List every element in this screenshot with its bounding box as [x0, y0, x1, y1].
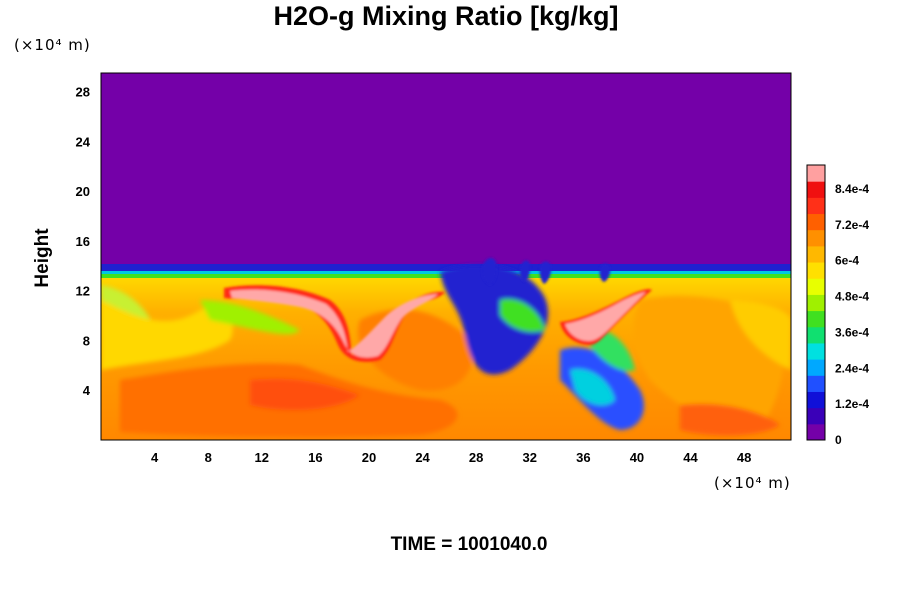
colorbar-swatch	[807, 294, 825, 312]
colorbar-label: 0	[835, 433, 842, 447]
x-tick-label: 16	[308, 450, 322, 465]
colorbar-swatch	[807, 213, 825, 231]
dry-intrusion	[440, 265, 549, 375]
colorbar-swatch	[807, 326, 825, 344]
time-label: TIME = 1001040.0	[391, 534, 548, 555]
moisture-plume-left	[230, 289, 438, 358]
colorbar-swatch	[807, 165, 825, 182]
transition-blue	[101, 264, 791, 271]
dry-upper-layer	[101, 73, 791, 273]
colorbar-label: 3.6e-4	[835, 325, 869, 339]
y-tick-label: 28	[76, 85, 90, 100]
colorbar: 0 1.2e-4 2.4e-4 3.6e-4 4.8e-4 6e-4 7.2e-4 8.4e-…	[806, 164, 869, 447]
heatmap-field	[101, 73, 791, 440]
colorbar-swatch	[807, 310, 825, 328]
green-swirl-2	[590, 329, 635, 371]
colorbar-swatch	[807, 375, 825, 392]
yellow-patch-left	[101, 300, 233, 370]
red-blob-1	[250, 378, 360, 411]
colorbar-label: 1.2e-4	[835, 397, 869, 411]
colorbar-swatch	[807, 262, 825, 279]
x-tick-label: 32	[523, 450, 537, 465]
y-tick-label: 24	[76, 134, 91, 149]
green-streak-1	[200, 300, 300, 335]
x-unit-label: (×10⁴ m)	[714, 474, 791, 492]
colorbar-swatch	[807, 181, 825, 198]
dry-finger-2	[519, 260, 531, 282]
colorbar-swatch	[807, 278, 825, 295]
x-tick-label: 12	[255, 450, 269, 465]
y-tick-label: 20	[76, 184, 90, 199]
colorbar-frame	[806, 164, 826, 441]
colorbar-swatch	[807, 245, 825, 263]
dry-finger-1	[481, 258, 497, 285]
colorbar-swatch	[807, 391, 825, 409]
colorbar-swatch	[807, 342, 825, 360]
green-swirl	[500, 299, 545, 332]
y-tick-label: 4	[83, 383, 91, 398]
red-blob-2	[680, 403, 780, 436]
yellow-patch-right	[730, 300, 791, 370]
colorbar-label: 7.2e-4	[835, 218, 869, 232]
y-unit-label: (×10⁴ m)	[14, 36, 91, 54]
y-axis-label: Height	[32, 228, 53, 288]
x-tick-label: 28	[469, 450, 483, 465]
y-tick-label: 8	[83, 333, 90, 348]
colorbar-swatch	[807, 423, 825, 441]
x-tick-label: 36	[576, 450, 590, 465]
x-tick-label: 4	[151, 450, 159, 465]
colorbar-label: 2.4e-4	[835, 361, 869, 375]
colorbar-swatch	[807, 359, 825, 376]
x-tick-label: 20	[362, 450, 376, 465]
colorbar-label: 4.8e-4	[835, 290, 869, 304]
colorbar-label: 6e-4	[835, 254, 859, 268]
colorbar-swatch	[807, 229, 825, 247]
dry-finger-3	[539, 261, 552, 284]
colorbar-swatch	[807, 407, 825, 425]
plot-frame	[100, 72, 792, 441]
x-tick-label: 48	[737, 450, 751, 465]
chart-title: H2O-g Mixing Ratio [kg/kg]	[273, 1, 618, 31]
x-tick-label: 44	[683, 450, 698, 465]
y-tick-label: 16	[76, 234, 90, 249]
y-tick-label: 12	[76, 284, 90, 299]
dry-finger-4	[599, 263, 611, 282]
cyan-swirl	[570, 369, 615, 406]
colorbar-swatch	[807, 197, 825, 215]
x-tick-label: 40	[630, 450, 644, 465]
x-tick-label: 24	[415, 450, 430, 465]
colorbar-label: 8.4e-4	[835, 182, 869, 196]
x-tick-label: 8	[205, 450, 212, 465]
moisture-plume-right	[565, 292, 646, 341]
